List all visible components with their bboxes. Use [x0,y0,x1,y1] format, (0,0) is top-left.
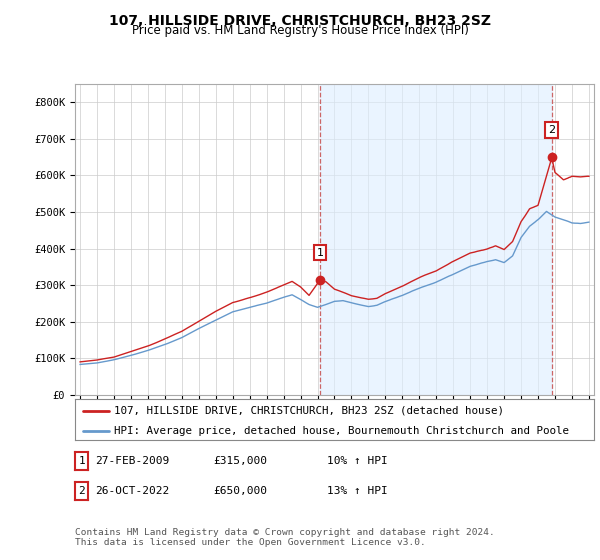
Bar [320,84,552,395]
Text: 107, HILLSIDE DRIVE, CHRISTCHURCH, BH23 2SZ (detached house): 107, HILLSIDE DRIVE, CHRISTCHURCH, BH23 … [114,405,504,416]
Text: 2: 2 [548,125,556,135]
Text: £650,000: £650,000 [213,486,267,496]
Text: Contains HM Land Registry data © Crown copyright and database right 2024.
This d: Contains HM Land Registry data © Crown c… [75,528,495,547]
Text: 1: 1 [317,248,323,258]
Text: 13% ↑ HPI: 13% ↑ HPI [327,486,388,496]
Text: 1: 1 [78,456,85,466]
Text: 27-FEB-2009: 27-FEB-2009 [95,456,169,466]
Text: 107, HILLSIDE DRIVE, CHRISTCHURCH, BH23 2SZ: 107, HILLSIDE DRIVE, CHRISTCHURCH, BH23 … [109,14,491,28]
Text: 2: 2 [78,486,85,496]
Text: 10% ↑ HPI: 10% ↑ HPI [327,456,388,466]
Text: Price paid vs. HM Land Registry's House Price Index (HPI): Price paid vs. HM Land Registry's House … [131,24,469,37]
Text: HPI: Average price, detached house, Bournemouth Christchurch and Poole: HPI: Average price, detached house, Bour… [114,426,569,436]
Text: 26-OCT-2022: 26-OCT-2022 [95,486,169,496]
Text: £315,000: £315,000 [213,456,267,466]
